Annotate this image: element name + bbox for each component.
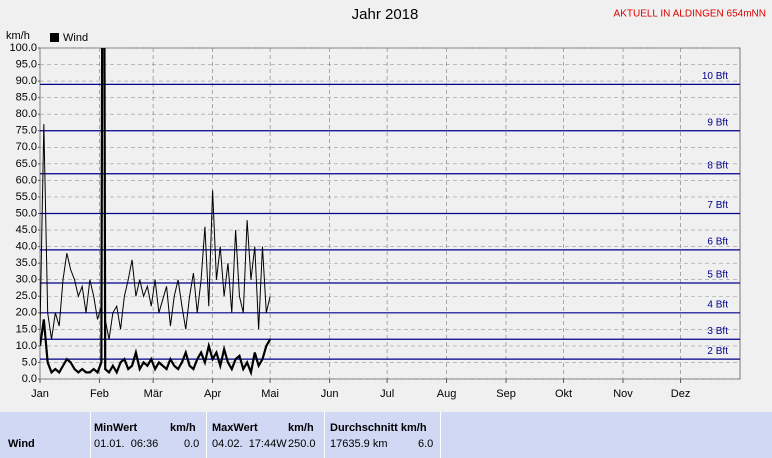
header: Durchschnitt km/h (330, 422, 427, 434)
cell: 6.0 (418, 438, 434, 450)
x-tick-label: Dez (671, 388, 691, 400)
y-tick-label: 0.0 (22, 373, 37, 385)
cell: 17635.9 km (330, 438, 388, 450)
x-tick-label: Jun (321, 388, 339, 400)
reference-label: 5 Bft (707, 270, 728, 281)
legend-swatch (50, 33, 59, 42)
x-tick-label: Sep (496, 388, 516, 400)
line-series (40, 48, 272, 377)
y-tick-label: 65.0 (16, 158, 37, 170)
y-tick-label: 70.0 (16, 141, 37, 153)
y-tick-label: 95.0 (16, 58, 37, 70)
reference-label: 7 Bft (707, 200, 728, 211)
header: MaxWert (212, 422, 258, 434)
reference-label: 6 Bft (707, 237, 728, 248)
cell: 0.0 (184, 438, 200, 450)
cell: 250.0 (288, 438, 316, 450)
y-tick-label: 10.0 (16, 340, 37, 352)
y-tick-label: 75.0 (16, 125, 37, 137)
y-tick-label: 30.0 (16, 274, 37, 286)
y-tick-label: 15.0 (16, 323, 37, 335)
x-tick-label: Feb (90, 388, 109, 400)
line-series (40, 48, 271, 340)
separator (206, 412, 207, 458)
reference-label: 4 Bft (707, 299, 728, 310)
y-tick-label: 85.0 (16, 92, 37, 104)
y-tick-label: 45.0 (16, 224, 37, 236)
reference-label: 3 Bft (707, 326, 728, 337)
x-tick-label: Aug (437, 388, 457, 400)
chart: Jahr 2018 AKTUELL IN ALDINGEN 654mNN km/… (6, 6, 766, 400)
legend-label: Wind (63, 32, 88, 44)
y-tick-label: 60.0 (16, 174, 37, 186)
reference-label: 2 Bft (707, 346, 728, 357)
cell: 01.01. 06:36 (94, 438, 159, 450)
y-tick-label: 20.0 (16, 307, 37, 319)
reference-label: 10 Bft (702, 71, 728, 82)
header: MinWert (94, 422, 138, 434)
subtitle: AKTUELL IN ALDINGEN 654mNN (614, 9, 766, 20)
reference-label: 8 Bft (707, 160, 728, 171)
x-tick-label: Okt (555, 388, 572, 400)
y-tick-label: 100.0 (9, 42, 37, 54)
y-tick-label: 50.0 (16, 207, 37, 219)
x-tick-label: Mai (261, 388, 279, 400)
y-tick-label: 55.0 (16, 191, 37, 203)
x-tick-label: Jul (380, 388, 394, 400)
y-axis-label: km/h (6, 30, 30, 42)
y-tick-label: 80.0 (16, 108, 37, 120)
header: km/h (288, 422, 314, 434)
separator (90, 412, 91, 458)
x-tick-label: Jan (31, 388, 49, 400)
cell: 04.02. 17:44W (212, 438, 287, 450)
separator (440, 412, 441, 458)
stats-table: MinWert km/h MaxWert km/h Durchschnitt k… (0, 412, 772, 458)
y-tick-label: 90.0 (16, 75, 37, 87)
header: km/h (170, 422, 196, 434)
y-tick-label: 35.0 (16, 257, 37, 269)
x-tick-label: Nov (613, 388, 633, 400)
y-tick-label: 5.0 (22, 356, 37, 368)
x-tick-label: Apr (204, 388, 221, 400)
x-tick-label: Mär (144, 388, 163, 400)
y-tick-label: 25.0 (16, 290, 37, 302)
row-label: Wind (8, 438, 35, 450)
y-tick-label: 40.0 (16, 241, 37, 253)
reference-label: 9 Bft (707, 117, 728, 128)
separator (324, 412, 325, 458)
chart-title: Jahr 2018 (352, 6, 419, 23)
